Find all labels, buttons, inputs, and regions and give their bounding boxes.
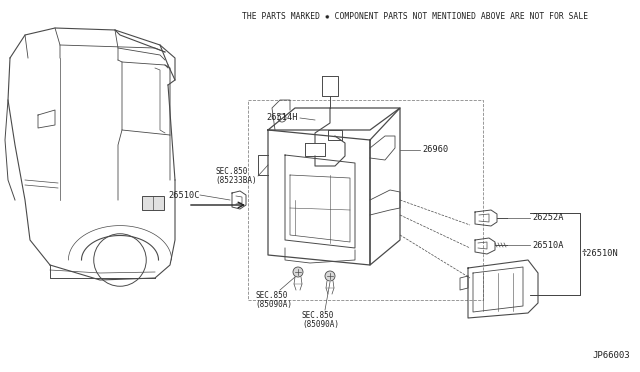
- Text: (85090A): (85090A): [302, 320, 339, 328]
- Text: 26960: 26960: [422, 145, 448, 154]
- Text: 26510A: 26510A: [532, 241, 563, 250]
- Text: SEC.850: SEC.850: [255, 291, 287, 299]
- Text: 26252A: 26252A: [532, 214, 563, 222]
- Text: (85090A): (85090A): [255, 299, 292, 308]
- Circle shape: [325, 271, 335, 281]
- Text: THE PARTS MARKED ✹ COMPONENT PARTS NOT MENTIONED ABOVE ARE NOT FOR SALE: THE PARTS MARKED ✹ COMPONENT PARTS NOT M…: [242, 12, 588, 21]
- Text: 26510C: 26510C: [168, 190, 200, 199]
- Text: (85233BA): (85233BA): [215, 176, 257, 186]
- Text: ☦26510N: ☦26510N: [582, 250, 619, 259]
- Bar: [142, 196, 164, 210]
- Circle shape: [293, 267, 303, 277]
- Bar: [248, 100, 483, 300]
- Text: SEC.850: SEC.850: [215, 167, 248, 176]
- Text: SEC.850: SEC.850: [302, 311, 334, 320]
- Text: JP66003: JP66003: [593, 351, 630, 360]
- Text: 26514H: 26514H: [266, 113, 298, 122]
